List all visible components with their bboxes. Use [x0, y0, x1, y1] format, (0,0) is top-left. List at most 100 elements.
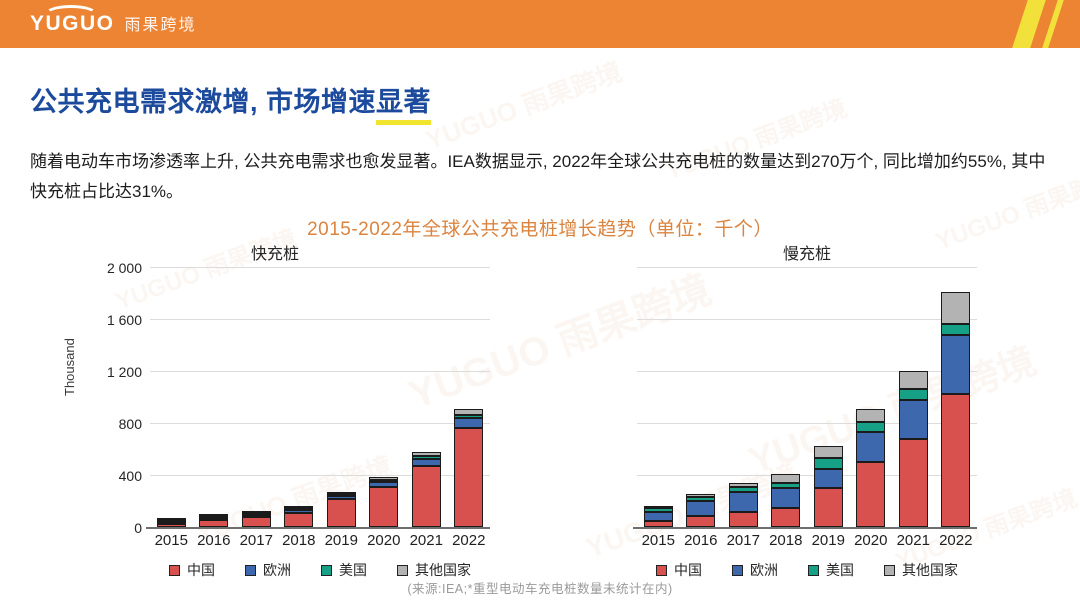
x-axis-label: 2016: [197, 532, 231, 549]
legend-swatch-icon: [245, 564, 256, 576]
bar-2020: [369, 476, 399, 527]
bar-segment: [686, 497, 716, 502]
bar-segment: [941, 292, 971, 324]
bar-segment: [284, 512, 314, 527]
bar-segment: [411, 452, 441, 456]
legend-label: 中国: [187, 562, 215, 578]
bar-segment: [199, 519, 229, 527]
bar-segment: [284, 510, 314, 513]
bar-segment: [898, 438, 928, 527]
gridline: [637, 267, 977, 268]
bar-segment: [813, 458, 843, 469]
bar-segment: [156, 518, 186, 521]
bar-segment: [728, 486, 758, 492]
bar-segment: [284, 508, 314, 511]
bar-segment: [686, 493, 716, 498]
bar-segment: [728, 483, 758, 487]
legend-swatch-icon: [808, 564, 819, 576]
bar-segment: [284, 506, 314, 509]
legend-label: 美国: [826, 562, 854, 578]
bar-segment: [813, 468, 843, 488]
bar-segment: [199, 513, 229, 516]
bar-segment: [199, 517, 229, 520]
bar-segment: [643, 512, 673, 522]
decor-stripe-thin: [1042, 0, 1064, 48]
bar-segment: [898, 388, 928, 400]
y-tick-label: 2 000: [106, 260, 142, 276]
legend-swatch-icon: [732, 564, 743, 576]
bar-segment: [856, 462, 886, 527]
bar-segment: [941, 335, 971, 395]
gridline: [637, 423, 977, 424]
legend-item: 其他国家: [397, 560, 471, 580]
y-axis-tick-labels: 0 400 800 1 200 1 600 2 000: [88, 260, 142, 536]
bar-segment: [454, 418, 484, 429]
bar-2021: [898, 371, 928, 527]
bar-segment: [728, 512, 758, 527]
brand-logo: YUGUO 雨果跨境: [30, 5, 197, 36]
gridline: [150, 423, 490, 424]
bar-segment: [369, 476, 399, 480]
slow-charger-chart: 慢充桩 2015 2016 2017 2018 2019 2020 2021 2022 中国 欧…: [633, 240, 977, 580]
x-axis-label: 2015: [154, 532, 188, 549]
legend-item: 美国: [808, 560, 854, 580]
y-tick-label: 0: [134, 520, 142, 536]
brand-name-cn: 雨果跨境: [124, 17, 197, 34]
y-tick-label: 1 600: [106, 312, 142, 328]
x-axis-line: [146, 527, 490, 529]
bar-segment: [813, 445, 843, 459]
bar-2017: [728, 483, 758, 527]
bar-2022: [941, 292, 971, 527]
bar-2020: [856, 408, 886, 527]
x-axis-label: 2022: [939, 532, 973, 549]
charts-area: 快充桩 0 400 800 1 200 1 600 2 000 Thousand 2015…: [0, 240, 1080, 580]
bar-2021: [411, 452, 441, 527]
bar-segment: [898, 399, 928, 439]
bar-segment: [156, 522, 186, 525]
bar-2015: [156, 518, 186, 527]
bar-segment: [686, 501, 716, 516]
page-title: 公共充电需求激增, 市场增速显著: [30, 80, 432, 125]
bar-segment: [369, 486, 399, 527]
bar-segment: [156, 520, 186, 523]
bar-segment: [898, 371, 928, 389]
bar-2018: [284, 506, 314, 527]
bar-2015: [643, 506, 673, 527]
fast-chart-subtitle: 快充桩: [250, 246, 299, 263]
bar-2019: [326, 491, 356, 527]
legend-swatch-icon: [321, 564, 332, 576]
legend-swatch-icon: [884, 564, 895, 576]
body-paragraph: 随着电动车市场渗透率上升, 公共充电需求也愈发显著。IEA数据显示, 2022年…: [30, 152, 1046, 201]
bar-segment: [856, 422, 886, 433]
legend-label: 美国: [339, 562, 367, 578]
bar-segment: [643, 506, 673, 509]
slow-chart-plot-area: [633, 267, 977, 529]
bar-2022: [454, 408, 484, 527]
bar-segment: [771, 488, 801, 508]
legend-label: 其他国家: [415, 562, 471, 578]
legend-item: 美国: [321, 560, 367, 580]
legend-label: 欧洲: [750, 562, 778, 578]
bar-segment: [728, 491, 758, 513]
x-axis-label: 2017: [726, 532, 760, 549]
bar-segment: [856, 408, 886, 423]
bar-segment: [454, 408, 484, 415]
x-axis-label: 2021: [896, 532, 930, 549]
x-axis-labels: 2015 2016 2017 2018 2019 2020 2021 2022: [637, 532, 977, 554]
gridline: [150, 319, 490, 320]
legend-swatch-icon: [397, 564, 408, 576]
fast-chart-legend: 中国 欧洲 美国 其他国家: [150, 560, 490, 580]
bar-2018: [771, 474, 801, 527]
bar-segment: [411, 465, 441, 527]
slow-chart-subtitle: 慢充桩: [782, 246, 831, 263]
bar-segment: [326, 491, 356, 494]
x-axis-label: 2019: [811, 532, 845, 549]
x-axis-label: 2018: [282, 532, 316, 549]
gridline: [150, 267, 490, 268]
bar-segment: [454, 428, 484, 527]
source-note: (来源:IEA;*重型电动车充电桩数量未统计在内): [407, 582, 673, 596]
x-axis-label: 2019: [324, 532, 358, 549]
bar-segment: [326, 493, 356, 496]
bar-segment: [643, 508, 673, 513]
bar-segment: [686, 515, 716, 527]
